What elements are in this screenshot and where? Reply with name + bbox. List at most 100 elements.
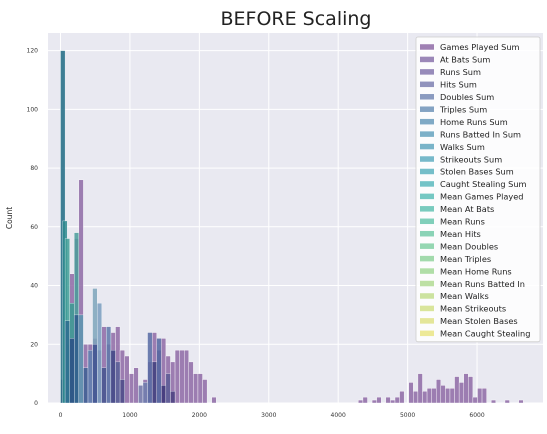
legend-swatch-7 [420, 131, 434, 137]
x-tick-label-6: 6000 [469, 412, 484, 419]
y-tick-label-2: 40 [30, 283, 38, 290]
legend-swatch-13 [420, 206, 434, 212]
y-tick-label-3: 60 [30, 224, 38, 231]
bar-series-0-bin-14 [124, 355, 130, 404]
y-tick-label-1: 20 [30, 341, 38, 348]
legend-label-19: Mean Runs Batted In [440, 279, 525, 289]
bar-series-0-bin-51 [454, 376, 460, 404]
overlay-bar-12 [92, 344, 98, 404]
legend-label-17: Mean Triples [440, 254, 491, 264]
legend-swatch-23 [420, 330, 434, 337]
chart-title: BEFORE Scaling [221, 8, 372, 30]
overlay-bar-18 [119, 379, 125, 404]
legend-swatch-6 [420, 118, 434, 125]
legend-swatch-4 [420, 94, 434, 100]
bar-series-0-bin-58 [491, 399, 496, 404]
legend-label-4: Doubles Sum [440, 92, 494, 102]
bar-series-0-bin-30 [197, 373, 203, 404]
bar-series-0-bin-38 [390, 399, 396, 404]
legend-label-12: Mean Games Played [440, 192, 523, 202]
bar-series-0-bin-60 [518, 399, 524, 404]
legend-label-18: Mean Home Runs [440, 266, 512, 276]
legend-label-21: Mean Strikeouts [440, 304, 506, 314]
x-tick-label-0: 0 [59, 412, 63, 419]
overlay-bar-7 [74, 314, 79, 404]
legend: Games Played Sum At Bats Sum Runs Sum Hits … [415, 36, 541, 343]
bar-series-0-bin-54 [468, 376, 474, 404]
legend-label-6: Home Runs Sum [440, 117, 508, 127]
x-tick-label-3: 3000 [261, 412, 276, 419]
legend-swatch-3 [420, 81, 434, 88]
x-tick-label-4: 4000 [331, 412, 346, 419]
legend-swatch-17 [420, 255, 434, 262]
legend-label-15: Mean Hits [440, 229, 481, 239]
legend-label-10: Stolen Bases Sum [440, 167, 514, 177]
legend-label-14: Mean Runs [440, 217, 485, 227]
legend-swatch-9 [420, 156, 434, 162]
legend-label-13: Mean At Bats [440, 204, 494, 214]
legend-label-0: Games Played Sum [440, 42, 520, 52]
bar-series-0-bin-31 [202, 379, 208, 404]
bar-series-0-bin-27 [184, 349, 189, 404]
y-tick-label-6: 120 [27, 48, 39, 55]
bar-series-0-bin-35 [371, 399, 377, 404]
overlay-bar-5 [69, 338, 75, 404]
y-axis-label: Count [5, 207, 14, 229]
bar-series-0-bin-56 [477, 388, 483, 404]
legend-swatch-5 [420, 106, 434, 112]
overlay-bar-22 [151, 361, 157, 404]
bar-series-0-bin-44 [422, 391, 428, 404]
legend-label-8: Walks Sum [440, 142, 485, 152]
bar-series-0-bin-16 [133, 367, 139, 404]
bar-series-0-bin-49 [445, 388, 451, 404]
bar-series-0-bin-25 [174, 349, 180, 404]
bar-series-0-bin-41 [408, 382, 414, 404]
bar-series-0-bin-59 [504, 399, 510, 404]
legend-label-5: Triples Sum [439, 104, 487, 114]
overlay-bar-19 [138, 385, 144, 404]
y-tick-label-0: 0 [34, 400, 38, 407]
overlay-bar-25 [165, 373, 171, 404]
legend-swatch-22 [420, 318, 434, 324]
legend-label-11: Caught Stealing Sum [440, 179, 527, 189]
legend-box [415, 36, 541, 343]
x-tick-label-2: 2000 [192, 412, 207, 419]
legend-swatch-8 [420, 143, 434, 150]
overlay-bar-3 [64, 320, 70, 404]
y-tick-label-4: 80 [30, 165, 38, 172]
bar-series-0-bin-34 [362, 396, 368, 404]
overlay-bar-14 [101, 367, 107, 404]
overlay-bar-20 [142, 382, 148, 404]
x-tick-label-5: 5000 [400, 412, 415, 419]
bar-series-0-bin-37 [385, 396, 391, 404]
legend-swatch-20 [420, 293, 434, 299]
bar-series-0-bin-50 [449, 388, 455, 404]
legend-label-23: Mean Caught Stealing [440, 329, 530, 339]
x-tick-labels: 0 1000 2000 3000 4000 5000 6000 [59, 412, 485, 419]
legend-label-9: Strikeouts Sum [440, 154, 502, 164]
bar-series-0-bin-45 [426, 388, 432, 404]
legend-swatch-19 [420, 280, 434, 287]
bar-series-0-bin-33 [358, 399, 364, 404]
legend-label-20: Mean Walks [440, 291, 489, 301]
legend-label-22: Mean Stolen Bases [440, 316, 518, 326]
bar-series-0-bin-48 [440, 385, 446, 404]
legend-swatch-11 [420, 181, 434, 187]
overlay-bar-15 [106, 326, 112, 404]
overlay-bar-23 [156, 338, 162, 404]
bar-series-0-bin-36 [376, 396, 382, 404]
bar-series-0-bin-47 [436, 379, 442, 404]
legend-swatch-14 [420, 218, 434, 225]
bar-series-0-bin-53 [463, 373, 469, 404]
legend-swatch-2 [420, 69, 434, 75]
overlay-bar-13 [97, 303, 102, 404]
bar-series-0-bin-32 [211, 396, 217, 404]
legend-label-16: Mean Doubles [440, 241, 498, 251]
bar-series-0-bin-57 [481, 388, 487, 404]
legend-label-7: Runs Batted In Sum [440, 129, 521, 139]
bar-series-0-bin-46 [431, 388, 437, 404]
legend-label-1: At Bats Sum [440, 55, 490, 65]
legend-label-3: Hits Sum [440, 80, 477, 90]
legend-swatch-21 [420, 305, 434, 312]
